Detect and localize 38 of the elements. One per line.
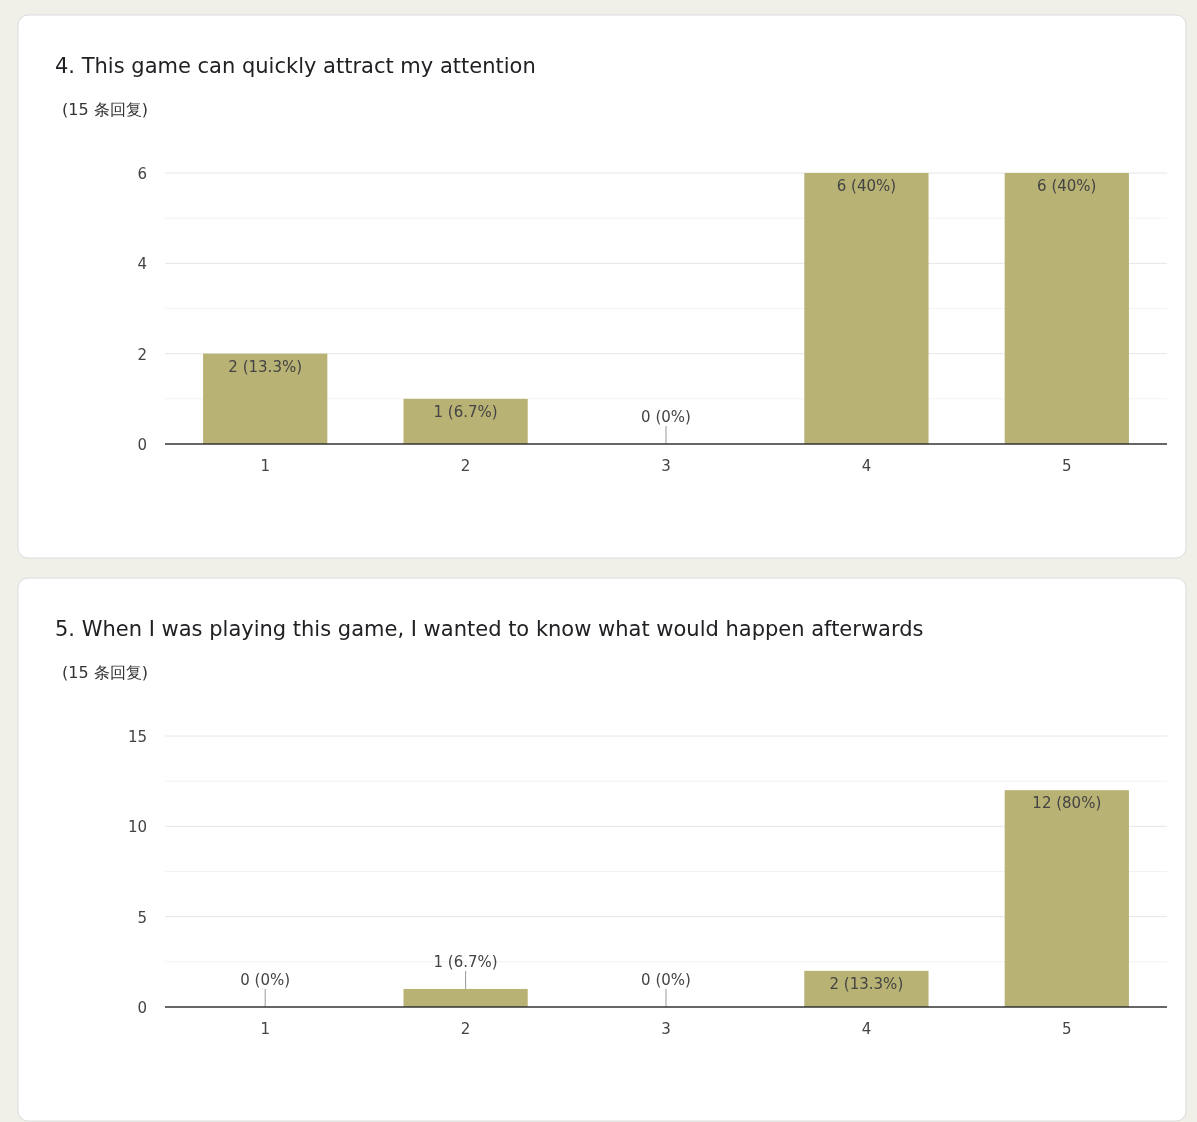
bar: [403, 988, 528, 1007]
data-label: 2 (13.3%): [829, 974, 904, 993]
x-tick-label: 1: [260, 1020, 270, 1038]
bar: [1004, 173, 1129, 444]
x-tick-label: 2: [460, 457, 471, 475]
bar: [1004, 790, 1129, 1007]
bar: [403, 398, 528, 444]
y-tick-label: 6: [137, 165, 147, 183]
chart-subtitle: (15 条回复): [62, 663, 148, 682]
chart-subtitle: (15 条回复): [62, 100, 148, 119]
y-tick-label: 2: [137, 345, 147, 364]
chart-title: 5. When I was playing this game, I wanted to know what would happen afterwards: [55, 617, 924, 641]
x-tick-label: 2: [460, 1020, 471, 1038]
y-tick-label: 0: [137, 436, 147, 454]
data-label: 0 (0%): [641, 408, 691, 426]
bar: [203, 353, 328, 444]
data-label: 0 (0%): [240, 971, 291, 989]
y-tick-label: 4: [137, 255, 147, 274]
data-label: 12 (80%): [1032, 794, 1102, 813]
y-tick-label: 10: [127, 818, 147, 837]
data-label: 2 (13.3%): [228, 357, 303, 376]
x-tick-label: 4: [861, 1020, 872, 1038]
data-label: 1 (6.7%): [433, 402, 498, 421]
bar: [804, 173, 929, 444]
x-tick-label: 1: [260, 457, 270, 475]
x-tick-label: 5: [1062, 457, 1072, 475]
y-tick-label: 15: [127, 728, 147, 746]
x-tick-label: 4: [861, 457, 872, 475]
y-tick-label: 5: [137, 908, 147, 927]
x-tick-label: 3: [661, 457, 671, 475]
data-label: 6 (40%): [836, 177, 897, 195]
y-tick-label: 0: [137, 999, 147, 1017]
x-tick-label: 5: [1062, 1020, 1072, 1038]
data-label: 0 (0%): [641, 971, 691, 989]
data-label: 6 (40%): [1037, 177, 1097, 195]
data-label: 1 (6.7%): [433, 952, 498, 971]
x-tick-label: 3: [661, 1020, 671, 1038]
chart-title: 4. This game can quickly attract my attention: [55, 54, 536, 78]
